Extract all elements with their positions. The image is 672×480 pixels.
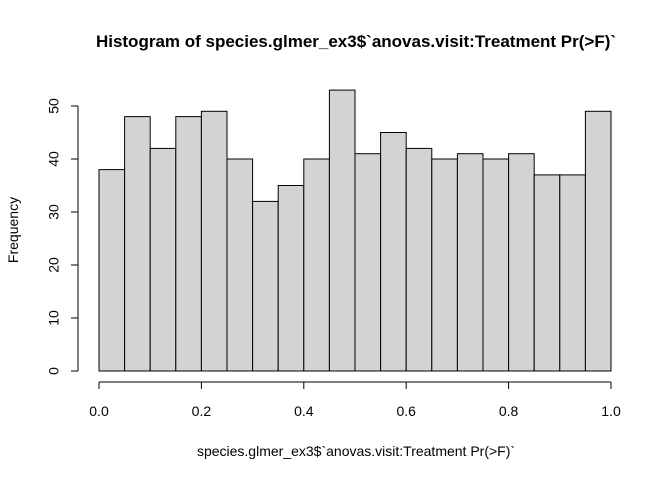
histogram-bar [559, 174, 586, 372]
y-tick-label: 0 [46, 367, 62, 375]
histogram-bar [380, 132, 407, 372]
histogram-bar [124, 116, 151, 372]
histogram-bar [354, 153, 382, 372]
x-tick-label: 0.2 [192, 403, 212, 419]
chart-title: Histogram of species.glmer_ex3$`anovas.v… [96, 32, 616, 51]
histogram-bar [252, 200, 279, 372]
histogram-bar [508, 153, 535, 372]
bars-group [98, 89, 612, 372]
histogram-bar [328, 89, 356, 372]
x-axis-label: species.glmer_ex3$`anovas.visit:Treatmen… [197, 443, 515, 459]
histogram-bar [584, 110, 612, 372]
y-tick-label: 40 [46, 151, 62, 167]
histogram-bar [533, 174, 561, 372]
histogram-bar [149, 147, 177, 372]
histogram-bar [405, 147, 433, 372]
x-tick-label: 0.0 [89, 403, 109, 419]
y-tick-label: 50 [46, 98, 62, 114]
x-tick-label: 1.0 [601, 403, 621, 419]
histogram-bar [303, 158, 330, 372]
histogram-bar [456, 153, 484, 372]
y-tick-label: 20 [46, 257, 62, 273]
histogram-bar [200, 110, 228, 372]
histogram-bar [431, 158, 458, 372]
histogram-bar [98, 169, 126, 372]
y-tick-label: 30 [46, 204, 62, 220]
x-tick-label: 0.4 [294, 403, 314, 419]
histogram-bar [482, 158, 510, 372]
x-tick-label: 0.8 [499, 403, 519, 419]
x-axis: 0.0 0.2 0.4 0.6 0.8 1.0 [89, 381, 621, 419]
y-axis: 0 10 20 30 40 50 [46, 98, 79, 375]
x-tick-label: 0.6 [396, 403, 416, 419]
histogram-bar [175, 116, 202, 372]
y-axis-label: Frequency [5, 197, 21, 263]
histogram-bar [277, 185, 305, 372]
histogram-bar [226, 158, 254, 372]
y-tick-label: 10 [46, 310, 62, 326]
